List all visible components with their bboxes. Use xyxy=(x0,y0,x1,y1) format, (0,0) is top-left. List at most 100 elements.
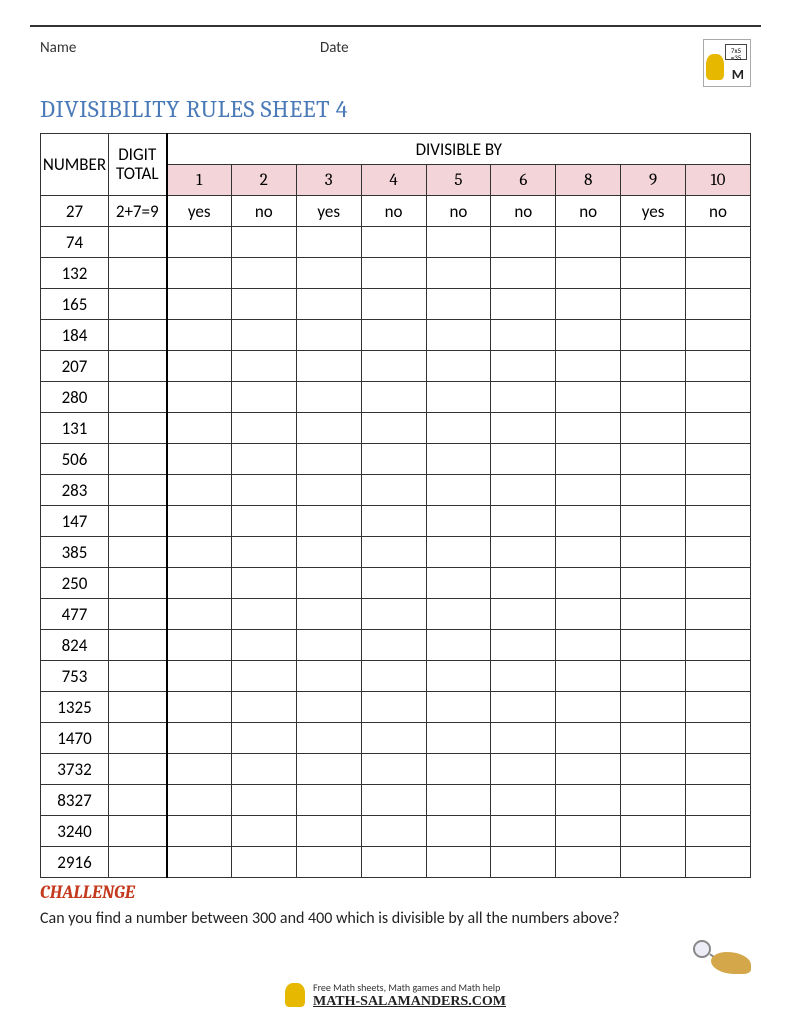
answer-cell xyxy=(686,568,751,599)
answer-cell xyxy=(621,320,686,351)
answer-cell xyxy=(231,816,296,847)
answer-cell xyxy=(621,382,686,413)
answer-cell xyxy=(556,816,621,847)
answer-cell xyxy=(556,568,621,599)
table-row: 184 xyxy=(41,320,751,351)
answer-cell xyxy=(686,413,751,444)
answer-cell xyxy=(426,351,491,382)
answer-cell xyxy=(426,537,491,568)
number-cell: 753 xyxy=(41,661,109,692)
salamander-magnify-icon xyxy=(691,938,751,974)
answer-cell: no xyxy=(556,196,621,227)
digit-total-cell xyxy=(109,754,167,785)
answer-cell xyxy=(361,289,426,320)
answer-cell xyxy=(556,506,621,537)
answer-cell xyxy=(167,258,232,289)
answer-cell xyxy=(167,599,232,630)
answer-cell xyxy=(167,630,232,661)
answer-cell xyxy=(491,692,556,723)
challenge-text: Can you find a number between 300 and 40… xyxy=(40,909,751,928)
digit-total-cell xyxy=(109,351,167,382)
answer-cell xyxy=(296,227,361,258)
table-row: 8327 xyxy=(41,785,751,816)
answer-cell xyxy=(491,506,556,537)
answer-cell xyxy=(361,537,426,568)
answer-cell xyxy=(361,754,426,785)
divisible-by-header: DIVISIBLE BY xyxy=(167,134,751,165)
answer-cell xyxy=(231,754,296,785)
answer-cell xyxy=(556,785,621,816)
answer-cell xyxy=(686,351,751,382)
footer-url: MATH-SALAMANDERS.COM xyxy=(313,994,506,1010)
digit-total-cell xyxy=(109,382,167,413)
divisor-header: 9 xyxy=(621,165,686,196)
digit-total-cell xyxy=(109,537,167,568)
answer-cell xyxy=(426,475,491,506)
table-row: 147 xyxy=(41,506,751,537)
answer-cell xyxy=(231,723,296,754)
divisor-header: 4 xyxy=(361,165,426,196)
answer-cell xyxy=(491,816,556,847)
answer-cell xyxy=(296,475,361,506)
table-row: 1470 xyxy=(41,723,751,754)
answer-cell xyxy=(556,754,621,785)
answer-cell xyxy=(686,785,751,816)
number-cell: 8327 xyxy=(41,785,109,816)
answer-cell xyxy=(686,723,751,754)
answer-cell xyxy=(621,258,686,289)
answer-cell xyxy=(686,444,751,475)
answer-cell xyxy=(426,723,491,754)
answer-cell xyxy=(296,351,361,382)
number-cell: 207 xyxy=(41,351,109,382)
answer-cell xyxy=(556,723,621,754)
number-header: NUMBER xyxy=(41,134,109,196)
answer-cell xyxy=(686,382,751,413)
answer-cell xyxy=(296,723,361,754)
answer-cell xyxy=(361,227,426,258)
number-cell: 506 xyxy=(41,444,109,475)
answer-cell xyxy=(491,413,556,444)
answer-cell xyxy=(296,382,361,413)
answer-cell xyxy=(621,537,686,568)
answer-cell xyxy=(231,289,296,320)
answer-cell xyxy=(621,723,686,754)
table-row: 506 xyxy=(41,444,751,475)
answer-cell xyxy=(231,847,296,878)
divisor-header: 3 xyxy=(296,165,361,196)
digit-total-header: DIGIT TOTAL xyxy=(109,134,167,196)
answer-cell xyxy=(231,692,296,723)
answer-cell xyxy=(491,258,556,289)
answer-cell xyxy=(686,661,751,692)
answer-cell xyxy=(556,847,621,878)
answer-cell xyxy=(167,692,232,723)
answer-cell xyxy=(361,692,426,723)
answer-cell xyxy=(361,351,426,382)
answer-cell xyxy=(361,599,426,630)
answer-cell xyxy=(491,475,556,506)
number-cell: 131 xyxy=(41,413,109,444)
answer-cell xyxy=(426,847,491,878)
answer-cell xyxy=(686,289,751,320)
answer-cell xyxy=(686,475,751,506)
answer-cell xyxy=(426,630,491,661)
divisor-header: 8 xyxy=(556,165,621,196)
answer-cell xyxy=(231,258,296,289)
number-cell: 3732 xyxy=(41,754,109,785)
number-cell: 1470 xyxy=(41,723,109,754)
digit-total-cell xyxy=(109,506,167,537)
challenge-label: CHALLENGE xyxy=(40,882,751,903)
answer-cell xyxy=(167,847,232,878)
answer-cell xyxy=(491,444,556,475)
answer-cell xyxy=(426,754,491,785)
answer-cell xyxy=(361,568,426,599)
answer-cell xyxy=(361,258,426,289)
answer-cell xyxy=(491,351,556,382)
answer-cell xyxy=(686,599,751,630)
answer-cell xyxy=(686,692,751,723)
answer-cell xyxy=(361,475,426,506)
top-rule xyxy=(30,25,761,27)
answer-cell xyxy=(426,227,491,258)
answer-cell xyxy=(231,537,296,568)
answer-cell xyxy=(231,475,296,506)
answer-cell xyxy=(167,289,232,320)
